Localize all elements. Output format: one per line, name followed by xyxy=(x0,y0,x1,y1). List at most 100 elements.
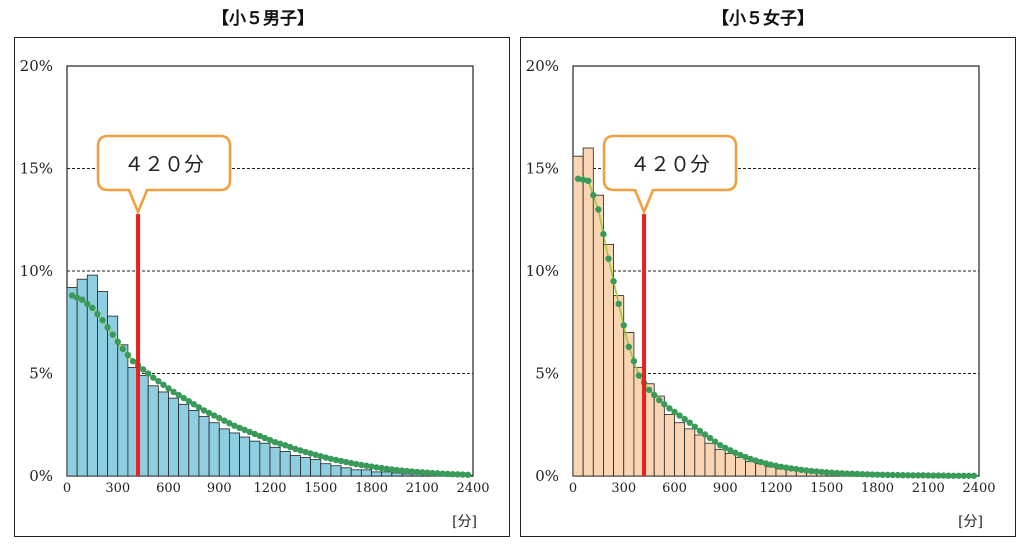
histogram-bar xyxy=(350,469,362,477)
fit-curve-point xyxy=(444,470,451,478)
fit-curve-point xyxy=(808,467,815,475)
chart-svg-girls: 0% 5% 10% 15% 20% 0 300 600 900 1200 1500 1800 2100 2… xyxy=(526,57,996,530)
fit-curve-point xyxy=(383,465,390,473)
fit-curve-point xyxy=(803,467,810,474)
fit-curve-point xyxy=(221,417,228,424)
histogram-bar xyxy=(218,428,230,477)
fit-curve-point xyxy=(363,462,370,469)
fit-curve-point xyxy=(600,230,607,238)
fit-curve-point xyxy=(630,358,638,365)
fit-curve-point xyxy=(904,472,912,479)
histogram-bar xyxy=(208,422,220,477)
x-axis-unit-label: [分] xyxy=(452,514,477,530)
x-tick-label: 2400 xyxy=(456,481,489,496)
fit-curve-point xyxy=(292,445,299,453)
histogram-bar xyxy=(259,442,271,477)
fit-curve-point xyxy=(297,447,304,454)
fit-curve-point xyxy=(935,472,942,479)
fit-curve-point xyxy=(828,469,836,476)
x-tick-label: 1800 xyxy=(861,481,894,496)
fit-curve-point xyxy=(205,409,213,417)
histogram-bar xyxy=(168,397,180,477)
fit-curve-point xyxy=(94,310,101,318)
fit-curve-point xyxy=(210,412,218,419)
histogram-bar xyxy=(157,391,169,477)
histogram-bar xyxy=(704,442,716,477)
fit-curve-point xyxy=(256,432,264,440)
y-tick-label: 20% xyxy=(20,57,53,75)
fit-curve-point xyxy=(124,351,132,359)
x-tick-label: 900 xyxy=(713,481,738,496)
fit-curve-point xyxy=(747,455,754,463)
x-tick-label: 1800 xyxy=(355,481,388,496)
y-tick-label: 5% xyxy=(535,365,559,383)
x-tick-label: 2100 xyxy=(406,481,439,496)
fit-curve-point xyxy=(155,377,162,385)
fit-curve-point xyxy=(378,464,385,472)
histogram-bar xyxy=(310,459,322,477)
fit-curve-point xyxy=(282,442,289,449)
fit-curve-point xyxy=(919,472,927,479)
fit-curve-point xyxy=(353,460,360,468)
fit-curve-point xyxy=(894,471,901,479)
fit-curve-point xyxy=(104,324,111,331)
y-tick-label: 0% xyxy=(535,467,559,485)
histogram-bar xyxy=(572,155,584,477)
fit-curve-point xyxy=(145,370,152,377)
fit-curve-point xyxy=(869,471,876,478)
histogram-bar xyxy=(714,448,726,477)
histogram-bar xyxy=(76,278,88,477)
marker-callout-box xyxy=(602,134,738,216)
fit-curve-point xyxy=(408,468,416,475)
fit-curve-point xyxy=(307,450,314,457)
fit-curve-point xyxy=(813,468,820,475)
fit-curve-point xyxy=(782,464,790,471)
marker-callout-box xyxy=(96,134,232,216)
fit-curve-point xyxy=(287,443,294,451)
fit-curve-point xyxy=(590,191,597,199)
fit-curve-point xyxy=(874,471,881,478)
histogram-bar xyxy=(269,446,281,477)
fit-curve-point xyxy=(838,470,846,477)
fit-curve-point xyxy=(175,391,182,399)
histogram-bar xyxy=(249,440,261,477)
x-tick-label: 1500 xyxy=(810,481,843,496)
fit-curve-point xyxy=(818,468,825,476)
fit-curve-point xyxy=(960,472,967,479)
fit-curve-point xyxy=(716,442,724,449)
fit-curve-point xyxy=(737,451,744,459)
fit-curve-point xyxy=(68,292,76,299)
histogram-bar xyxy=(371,471,383,477)
fit-curve-point xyxy=(889,471,896,479)
x-tick-label: 0 xyxy=(569,481,577,496)
fit-curve-point xyxy=(139,366,147,373)
y-tick-label: 20% xyxy=(526,57,559,75)
fit-curve-point xyxy=(99,317,106,324)
fit-curve-point xyxy=(276,440,284,447)
fit-curve-point xyxy=(79,296,86,303)
fit-curve-point xyxy=(398,467,406,474)
fit-curve-point xyxy=(610,278,617,285)
y-tick-label: 0% xyxy=(29,467,53,485)
fit-curve-point xyxy=(656,396,663,404)
fit-curve-point xyxy=(625,343,633,351)
histogram-bar xyxy=(188,409,200,477)
fit-curve-point xyxy=(615,300,622,307)
x-tick-label: 600 xyxy=(662,481,687,496)
fit-curve-point xyxy=(696,427,704,435)
fit-curve-point xyxy=(757,458,764,466)
chart-panel-boys: 0% 5% 10% 15% 20% 0 300 600 900 1200 1500 1800 2100 2… xyxy=(14,37,510,537)
x-tick-label: 0 xyxy=(63,481,71,496)
fit-curve-point xyxy=(823,469,830,476)
fit-curve-point xyxy=(165,385,172,392)
chart-panel-girls: 0% 5% 10% 15% 20% 0 300 600 900 1200 1500 1800 2100 2… xyxy=(520,37,1016,537)
fit-curve-point xyxy=(261,434,269,442)
x-tick-label: 900 xyxy=(207,481,232,496)
fit-curve-point xyxy=(722,444,729,452)
histogram-bar xyxy=(289,455,301,477)
histogram-bar xyxy=(279,450,291,477)
x-tick-label: 1500 xyxy=(304,481,337,496)
fit-curve-point xyxy=(945,472,952,479)
x-tick-label: 300 xyxy=(105,481,130,496)
fit-curve-point xyxy=(859,470,866,478)
